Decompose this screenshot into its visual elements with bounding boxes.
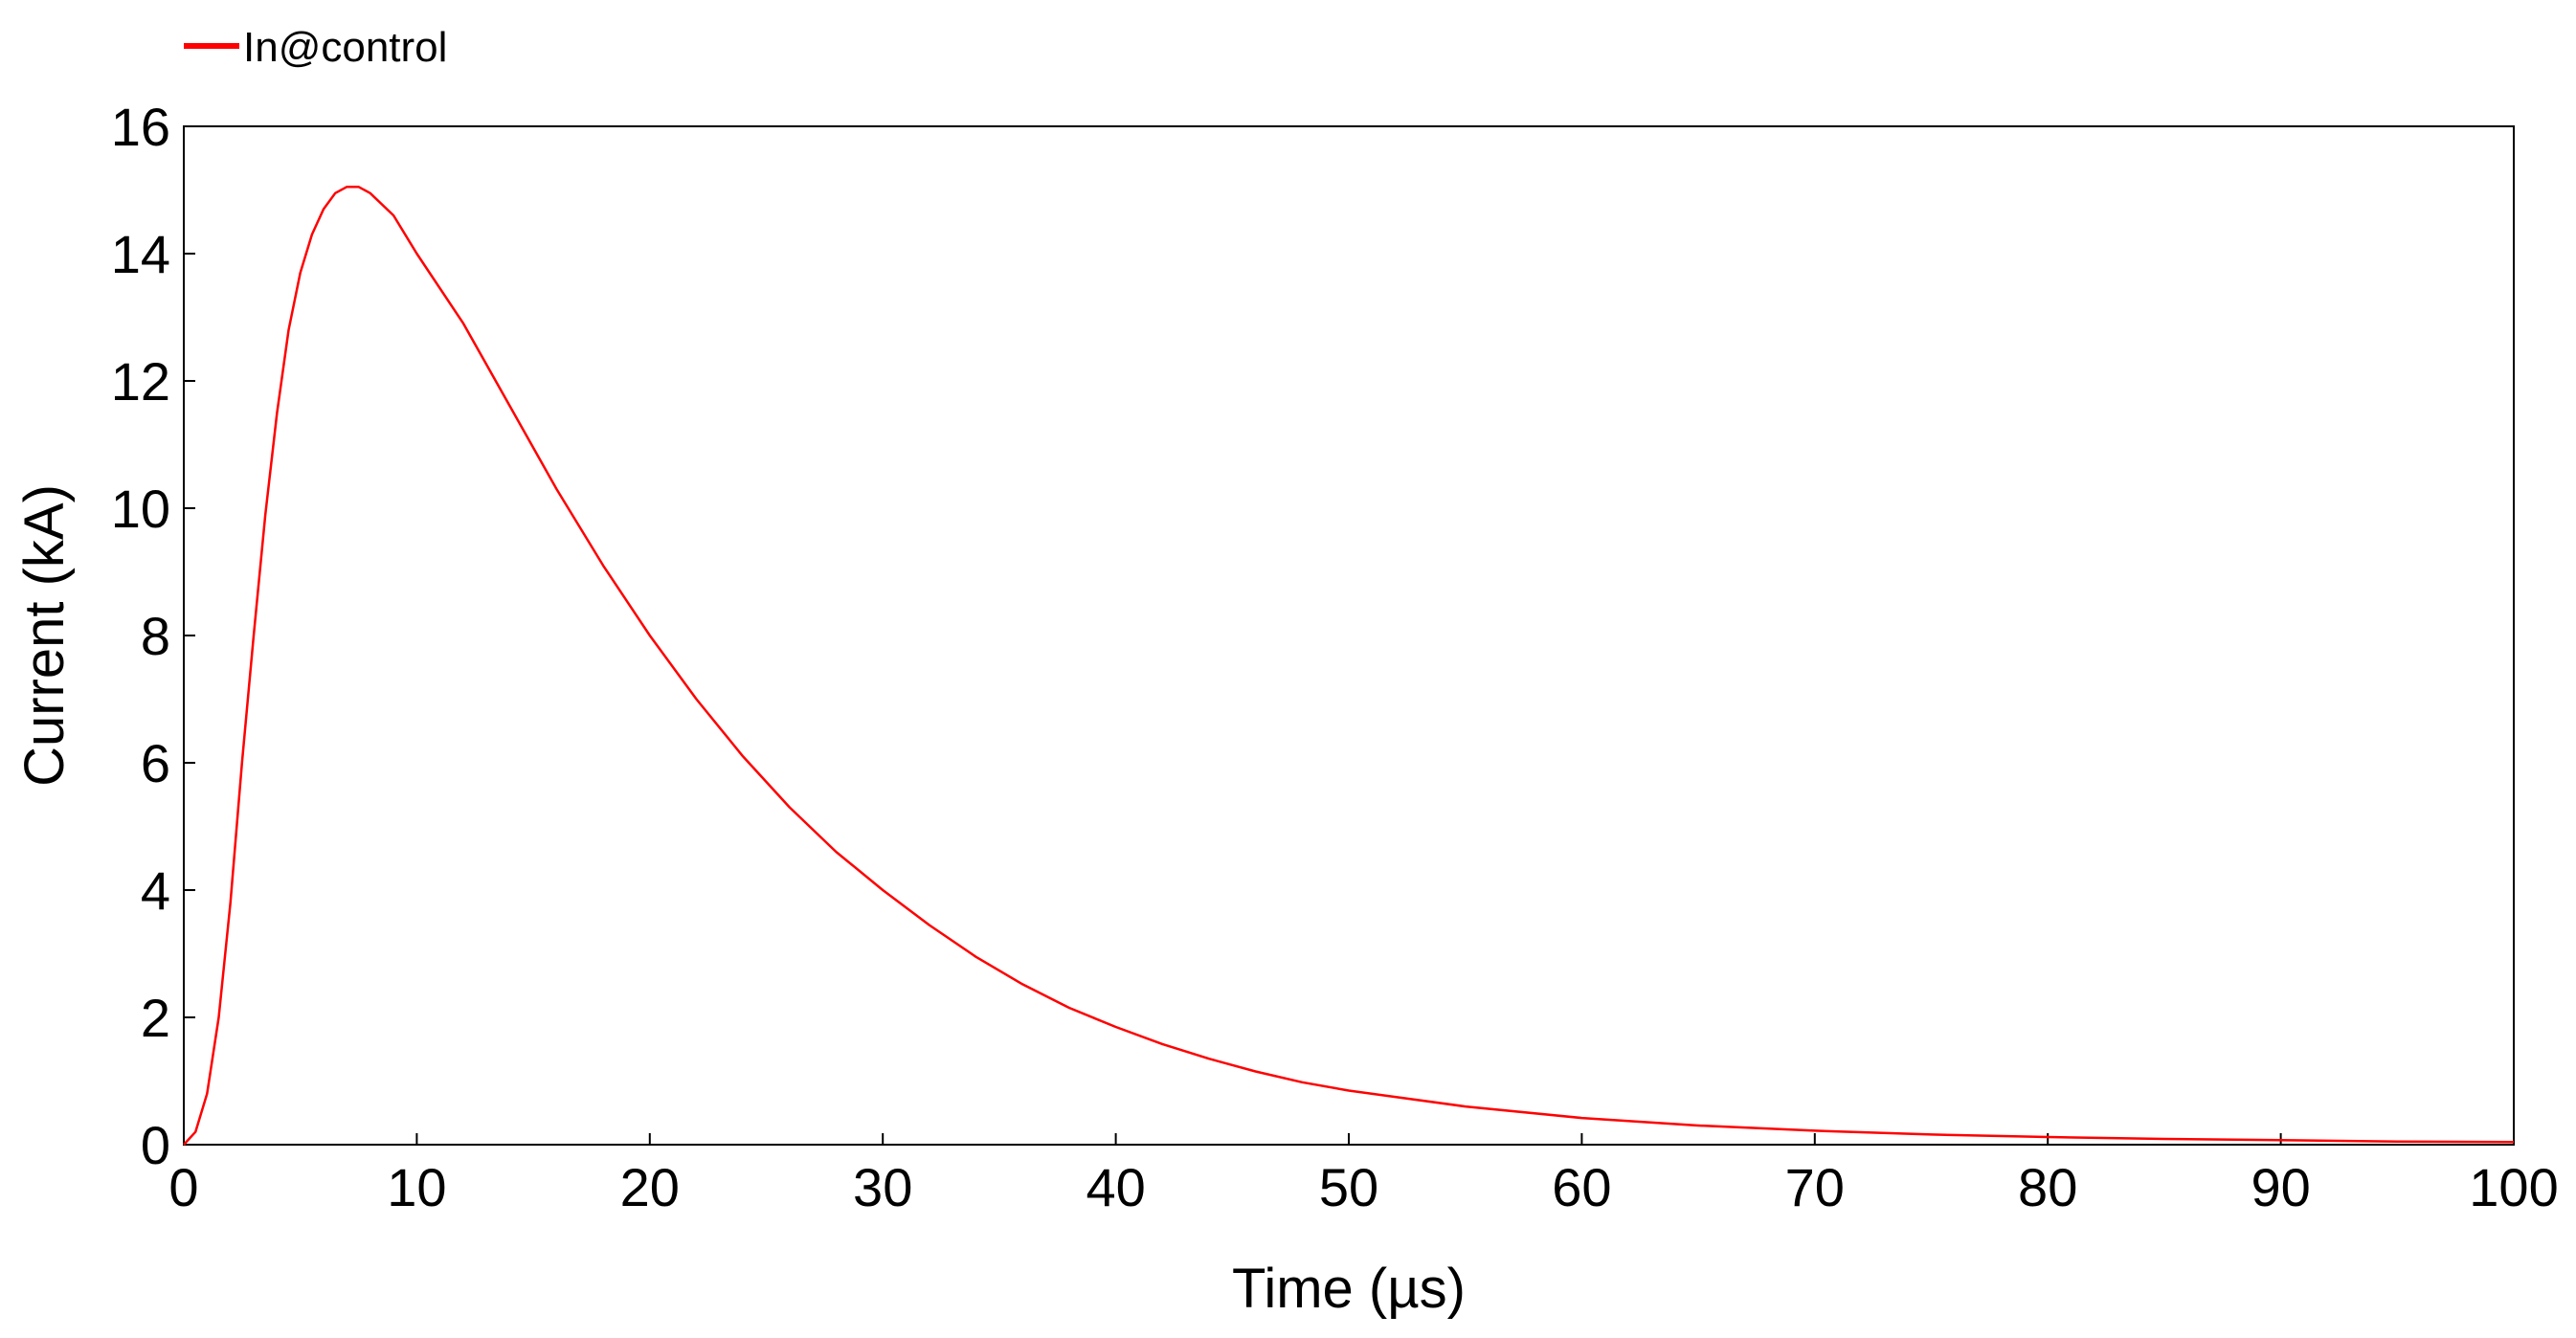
plot-frame — [183, 125, 2515, 1146]
x-tick-label: 100 — [2469, 1157, 2558, 1217]
x-axis: 0 10 20 30 40 50 60 70 80 90 100 — [168, 1133, 2559, 1217]
x-tick-label: 30 — [853, 1157, 912, 1217]
legend: In@control — [184, 24, 447, 71]
y-tick-label: 12 — [111, 351, 170, 412]
y-axis: 0 2 4 6 8 10 12 14 16 — [111, 97, 195, 1175]
legend-label: In@control — [243, 24, 447, 71]
x-axis-title: Time (µs) — [1232, 1258, 1466, 1320]
y-tick-label: 14 — [111, 224, 170, 284]
y-tick-label: 4 — [141, 860, 170, 921]
x-tick-label: 90 — [2251, 1157, 2310, 1217]
y-tick-label: 10 — [111, 479, 170, 539]
x-tick-label: 70 — [1785, 1157, 1845, 1217]
y-tick-label: 8 — [141, 606, 170, 666]
y-tick-label: 6 — [141, 733, 170, 793]
x-tick-label: 50 — [1319, 1157, 1378, 1217]
series-layer — [183, 185, 2515, 1146]
y-axis-title: Current (kA) — [13, 484, 76, 787]
y-tick-label: 0 — [141, 1115, 170, 1175]
series-line — [183, 185, 2515, 1146]
x-tick-label: 40 — [1086, 1157, 1145, 1217]
x-tick-label: 60 — [1552, 1157, 1611, 1217]
y-tick-label: 16 — [111, 97, 170, 157]
x-tick-label: 0 — [168, 1157, 198, 1217]
y-tick-label: 2 — [141, 988, 170, 1048]
x-tick-label: 20 — [620, 1157, 680, 1217]
x-tick-label: 80 — [2018, 1157, 2077, 1217]
x-tick-label: 10 — [387, 1157, 446, 1217]
